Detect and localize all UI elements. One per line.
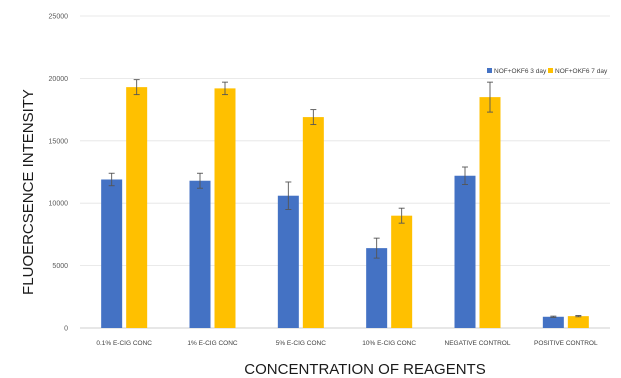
category-label: 0.1% E-CIG CONC: [96, 340, 152, 347]
category-label: 1% E-CIG CONC: [187, 340, 238, 347]
y-tick-label: 0: [64, 326, 68, 333]
bars: [101, 87, 589, 329]
x-axis-categories: 0.1% E-CIG CONC 1% E-CIG CONC 5% E-CIG CON…: [96, 340, 598, 347]
bar-7day: [302, 117, 324, 328]
bar-3day: [454, 175, 476, 328]
bar-3day: [542, 316, 564, 328]
legend: NOF+OKF6 3 day NOF+OKF6 7 day: [487, 68, 608, 75]
y-tick-label: 25000: [49, 14, 69, 21]
bar-3day: [101, 179, 123, 328]
category-label: 5% E-CIG CONC: [276, 340, 327, 347]
error-bars: [108, 79, 582, 318]
y-axis-ticks: 0 5000 10000 15000 20000 25000: [49, 14, 69, 333]
bar-7day: [567, 316, 589, 328]
bar-7day: [214, 88, 236, 328]
category-label: 10% E-CIG CONC: [362, 340, 416, 347]
legend-label-7day: NOF+OKF6 7 day: [555, 68, 608, 75]
gridlines: [80, 15, 610, 329]
bar-3day: [277, 195, 299, 328]
x-axis-title: CONCENTRATION OF REAGENTS: [244, 361, 485, 378]
bar-7day: [479, 97, 501, 329]
bar-7day: [391, 215, 413, 328]
y-tick-label: 10000: [49, 201, 69, 208]
category-label: POSITIVE CONTROL: [534, 340, 598, 347]
y-tick-label: 15000: [49, 138, 69, 145]
bar-7day: [126, 87, 148, 328]
category-label: NEGATIVE CONTROL: [445, 340, 511, 347]
y-tick-label: 5000: [52, 263, 68, 270]
y-axis-title: FLUOERCSENCE INTENSITY: [20, 89, 37, 295]
y-tick-label: 20000: [49, 76, 69, 83]
bar-3day: [189, 180, 211, 328]
legend-swatch-3day: [487, 68, 492, 73]
bar-3day: [366, 248, 388, 328]
legend-swatch-7day: [548, 68, 553, 73]
legend-label-3day: NOF+OKF6 3 day: [494, 68, 547, 75]
